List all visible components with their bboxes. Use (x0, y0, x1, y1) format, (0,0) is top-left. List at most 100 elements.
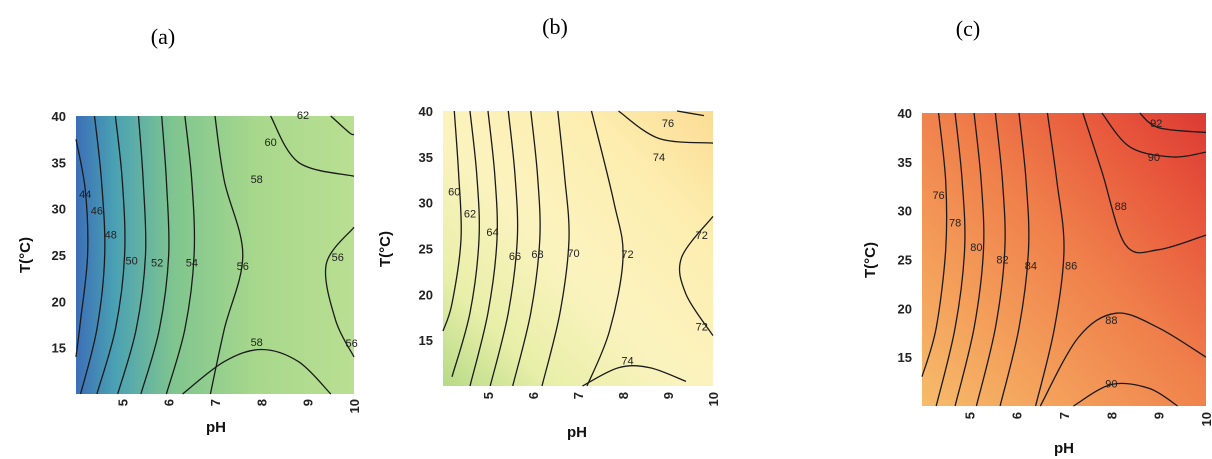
panel-a-contour-line (75, 139, 89, 357)
contour-label: 70 (567, 248, 579, 260)
panel-b-y-axis-title: T(°C) (377, 231, 394, 267)
panel-b-contour-line (512, 110, 541, 387)
panel-b-contour-line (678, 216, 714, 336)
panel-a-contour-line (209, 115, 244, 395)
y-tick-label: 20 (898, 301, 912, 316)
x-tick-label: 6 (162, 399, 177, 406)
contour-label: 58 (251, 337, 263, 349)
panel-c-contour-labels: 92 90 76 78 80 82 84 86 88 88 90 (932, 118, 1162, 391)
contour-label: 66 (509, 251, 521, 263)
panel-c-plot: 92 90 76 78 80 82 84 86 88 88 90 (921, 112, 1207, 407)
y-tick-label: 30 (898, 204, 912, 219)
x-tick-label: 8 (1104, 412, 1119, 419)
contour-label: 58 (251, 174, 263, 186)
panel-c-contour-line (935, 112, 966, 407)
panel-c-y-axis-title: T(°C) (862, 242, 879, 278)
x-tick-label: 7 (208, 399, 223, 406)
panel-b-contour-labels: 76 74 60 62 64 66 68 70 72 72 72 74 (448, 118, 708, 367)
panel-c-contour-line (1082, 112, 1207, 254)
contour-label: 76 (662, 118, 674, 130)
panel-b-contour-line (469, 110, 498, 387)
panel-b-x-ticks: 5 6 7 8 9 10 (481, 392, 721, 406)
panel-b-contour-line (442, 110, 462, 332)
panel-a-contour-line (79, 115, 106, 395)
y-tick-label: 20 (52, 294, 66, 309)
x-tick-label: 10 (706, 392, 721, 406)
contour-label: 44 (79, 189, 91, 201)
y-tick-label: 40 (52, 109, 66, 124)
contour-label: 72 (696, 321, 708, 333)
contour-label: 50 (125, 256, 137, 268)
contour-label: 72 (621, 249, 633, 261)
contour-label: 86 (1065, 260, 1077, 272)
contour-label: 92 (1150, 118, 1162, 130)
panel-a-contour-line (330, 115, 355, 136)
panel-b-surface (443, 111, 713, 386)
panel-a-contour-line (140, 115, 170, 395)
contour-label: 60 (264, 137, 276, 149)
x-tick-label: 10 (347, 399, 362, 413)
contour-label: 90 (1105, 379, 1117, 391)
panel-b-y-ticks: 15 20 25 30 35 40 (419, 104, 433, 348)
panel-a-x-axis-title: pH (206, 419, 226, 436)
panel-b-contour-line (618, 110, 714, 144)
panel-c-contour-line (1139, 112, 1207, 134)
panel-b-plot: 76 74 60 62 64 66 68 70 72 72 72 74 (442, 110, 714, 387)
x-tick-label: 6 (526, 392, 541, 399)
contour-label: 56 (237, 261, 249, 273)
y-tick-label: 40 (898, 106, 912, 121)
contour-label: 48 (105, 230, 117, 242)
panel-b-contour-line (541, 110, 570, 387)
panel-c-contour-line (999, 112, 1030, 407)
y-tick-label: 15 (52, 341, 66, 356)
panel-a-contour-line (165, 115, 196, 395)
contour-label: 64 (486, 227, 498, 239)
contour-label: 90 (1148, 152, 1160, 164)
panel-b-contour-line (676, 110, 705, 117)
y-tick-label: 20 (419, 287, 433, 302)
x-tick-label: 10 (1199, 412, 1212, 426)
y-tick-label: 40 (419, 104, 433, 119)
contour-label: 56 (332, 252, 344, 264)
y-tick-label: 35 (898, 155, 912, 170)
panel-a-contour-line (270, 115, 355, 177)
y-tick-label: 25 (52, 248, 66, 263)
contour-label: 60 (448, 187, 460, 199)
y-tick-label: 30 (419, 196, 433, 211)
panel-b-contour-line (582, 365, 687, 387)
contour-label: 74 (653, 152, 665, 164)
panel-b-contour-line (586, 110, 624, 387)
contour-label: 46 (91, 206, 103, 218)
panel-c-x-axis-title: pH (1054, 440, 1074, 457)
y-tick-label: 30 (52, 202, 66, 217)
contour-label: 88 (1115, 201, 1127, 213)
x-tick-label: 8 (254, 399, 269, 406)
panel-c-contour-line (1034, 112, 1065, 407)
y-tick-label: 15 (419, 333, 433, 348)
x-tick-label: 7 (1057, 412, 1072, 419)
contour-label: 88 (1105, 315, 1117, 327)
y-tick-label: 25 (898, 253, 912, 268)
y-tick-label: 35 (52, 155, 66, 170)
contour-label: 78 (949, 217, 961, 229)
y-tick-label: 35 (419, 150, 433, 165)
panel-a-label: (a) (151, 24, 175, 49)
contour-label: 54 (186, 257, 198, 269)
panel-a-y-ticks: 15 20 25 30 35 40 (52, 109, 66, 356)
contour-label: 68 (531, 249, 543, 261)
contour-label: 62 (464, 209, 476, 221)
panel-a-contour-line (96, 115, 126, 395)
panel-b-contour-line (489, 110, 519, 387)
x-tick-label: 9 (661, 392, 676, 399)
panel-a-contours (75, 115, 355, 395)
panel-c-contour-line (1101, 112, 1207, 158)
contour-label: 62 (297, 110, 309, 122)
x-tick-label: 9 (301, 399, 316, 406)
panel-c-label: (c) (956, 16, 980, 41)
contour-label: 74 (621, 355, 633, 367)
x-tick-label: 5 (481, 392, 496, 399)
y-tick-label: 25 (419, 242, 433, 257)
contour-label: 80 (970, 242, 982, 254)
